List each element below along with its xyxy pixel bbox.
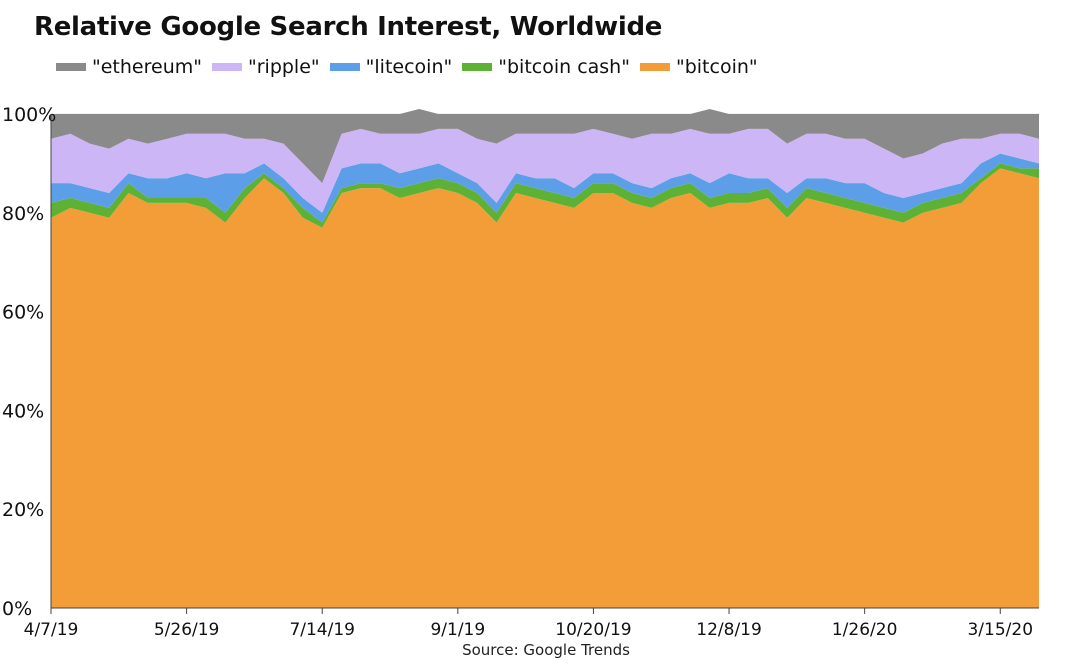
y-tick-label: 20% xyxy=(2,499,44,521)
legend-swatch xyxy=(56,63,86,71)
y-tick-label: 60% xyxy=(2,302,44,324)
legend-swatch xyxy=(462,63,493,71)
x-tick-label: 7/14/19 xyxy=(289,620,355,640)
legend-label: "bitcoin cash" xyxy=(498,56,630,78)
axes: 0% 20% 40% 60% 80% 100% 4/7/19 5/26/19 7/14/19 9/… xyxy=(2,104,1039,640)
legend-item: "ripple" xyxy=(211,56,320,78)
legend-label: "ripple" xyxy=(247,56,320,78)
legend-item: "bitcoin" xyxy=(639,56,758,78)
source-note: Source: Google Trends xyxy=(462,641,630,659)
series-area-ripple xyxy=(51,128,1039,213)
chart-title: Relative Google Search Interest, Worldwi… xyxy=(34,12,663,42)
x-tick-label: 4/7/19 xyxy=(24,620,79,640)
y-tick-label: 80% xyxy=(2,203,44,225)
x-tick-label: 12/8/19 xyxy=(696,620,762,640)
x-tick-label: 1/26/20 xyxy=(832,620,898,640)
legend-label: "bitcoin" xyxy=(675,56,758,78)
legend-label: "ethereum" xyxy=(92,56,202,78)
x-tick-label: 9/1/19 xyxy=(430,620,485,640)
x-tick-label: 5/26/19 xyxy=(154,620,220,640)
legend-swatch xyxy=(329,63,360,71)
series-area-litecoin xyxy=(51,153,1039,223)
series-area-ethereum xyxy=(51,109,1039,184)
stacked-areas xyxy=(51,109,1039,608)
x-tick-label: 10/20/19 xyxy=(555,620,631,640)
legend-item: "ethereum" xyxy=(56,56,202,78)
legend: "ethereum" "ripple" "litecoin" "bitcoin cas… xyxy=(56,56,768,78)
legend-label: "litecoin" xyxy=(365,56,453,78)
y-tick-label: 40% xyxy=(2,400,44,422)
legend-swatch xyxy=(211,63,242,71)
y-tick-label: 100% xyxy=(2,104,56,126)
legend-item: "litecoin" xyxy=(329,56,453,78)
y-tick-label: 0% xyxy=(2,598,32,620)
series-area-bitcoin-cash xyxy=(51,163,1039,228)
legend-swatch xyxy=(639,63,670,71)
series-area-bitcoin xyxy=(51,168,1039,608)
legend-item: "bitcoin cash" xyxy=(462,56,630,78)
x-tick-label: 3/15/20 xyxy=(967,620,1033,640)
